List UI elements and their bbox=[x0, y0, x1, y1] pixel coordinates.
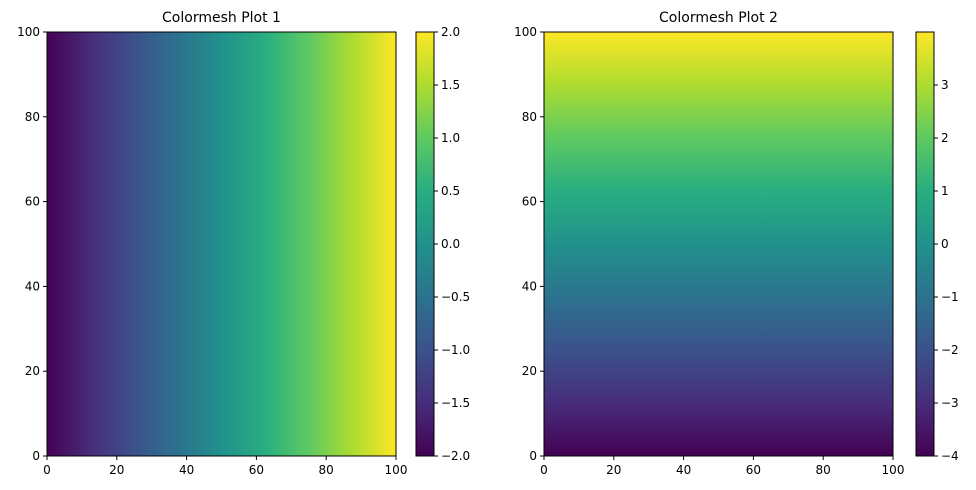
y-tick-label: 100 bbox=[17, 25, 40, 39]
chart-2-x-axis: 0 20 40 60 80 100 bbox=[540, 456, 904, 477]
y-tick-label: 60 bbox=[25, 195, 40, 209]
y-tick-label: 40 bbox=[25, 279, 40, 293]
chart-1-x-axis: 0 20 40 60 80 100 bbox=[43, 456, 407, 477]
colorbar-tick-label: −1.0 bbox=[441, 343, 470, 357]
y-tick-label: 80 bbox=[522, 110, 537, 124]
chart-1-colorbar-ticks: −2.0 −1.5 −1.0 −0.5 0.0 0.5 1.0 1.5 2.0 bbox=[434, 25, 470, 463]
colorbar-tick-label: −2.0 bbox=[441, 449, 470, 463]
x-tick-label: 100 bbox=[385, 463, 408, 477]
y-tick-label: 0 bbox=[32, 449, 40, 463]
x-tick-label: 60 bbox=[746, 463, 761, 477]
chart-1-title: Colormesh Plot 1 bbox=[162, 10, 281, 26]
colormesh-plot-1: Colormesh Plot 1 0 20 40 60 80 100 0 20 40 60 80 1… bbox=[17, 10, 470, 477]
colorbar-tick-label: 2.0 bbox=[441, 25, 460, 39]
colorbar-tick-label: 1 bbox=[941, 184, 949, 198]
x-tick-label: 20 bbox=[109, 463, 124, 477]
chart-2-colorbar bbox=[916, 32, 934, 456]
x-tick-label: 40 bbox=[179, 463, 194, 477]
colorbar-tick-label: −1.5 bbox=[441, 396, 470, 410]
colorbar-tick-label: −4 bbox=[941, 449, 959, 463]
chart-2-mesh bbox=[544, 32, 893, 456]
x-tick-label: 60 bbox=[249, 463, 264, 477]
colorbar-tick-label: −2 bbox=[941, 343, 959, 357]
colorbar-tick-label: 0 bbox=[941, 237, 949, 251]
x-tick-label: 0 bbox=[540, 463, 548, 477]
colorbar-tick-label: 1.5 bbox=[441, 78, 460, 92]
y-tick-label: 0 bbox=[529, 449, 537, 463]
colorbar-tick-label: 0.0 bbox=[441, 237, 460, 251]
x-tick-label: 80 bbox=[319, 463, 334, 477]
colorbar-tick-label: −3 bbox=[941, 396, 959, 410]
colorbar-tick-label: 1.0 bbox=[441, 131, 460, 145]
colorbar-tick-label: 0.5 bbox=[441, 184, 460, 198]
chart-2-title: Colormesh Plot 2 bbox=[659, 10, 778, 26]
x-tick-label: 20 bbox=[606, 463, 621, 477]
y-tick-label: 20 bbox=[522, 364, 537, 378]
x-tick-label: 0 bbox=[43, 463, 51, 477]
colormesh-plot-2: Colormesh Plot 2 0 20 40 60 80 100 0204060801… bbox=[514, 10, 959, 477]
x-tick-label: 40 bbox=[676, 463, 691, 477]
y-tick-label: 60 bbox=[522, 195, 537, 209]
chart-1-colorbar bbox=[416, 32, 434, 456]
y-tick-label: 40 bbox=[522, 279, 537, 293]
y-tick-label: 20 bbox=[25, 364, 40, 378]
colorbar-tick-label: 2 bbox=[941, 131, 949, 145]
chart-2-y-axis: 0 20 40 60 80 100 bbox=[514, 25, 544, 463]
colorbar-tick-label: 3 bbox=[941, 78, 949, 92]
chart-1-mesh bbox=[47, 32, 396, 456]
chart-2-frame bbox=[543, 31, 894, 457]
y-tick-label: 80 bbox=[25, 110, 40, 124]
chart-1-y-axis: 0 20 40 60 80 100 bbox=[17, 25, 47, 463]
colorbar-tick-label: −1 bbox=[941, 290, 959, 304]
colorbar-tick-label: −0.5 bbox=[441, 290, 470, 304]
y-tick-label: 100 bbox=[514, 25, 537, 39]
chart-1-frame bbox=[46, 31, 397, 457]
x-tick-label: 100 bbox=[882, 463, 905, 477]
x-tick-label: 80 bbox=[816, 463, 831, 477]
chart-2-colorbar-ticks: −4 −3 −2 −1 0 1 2 3 bbox=[934, 78, 959, 463]
